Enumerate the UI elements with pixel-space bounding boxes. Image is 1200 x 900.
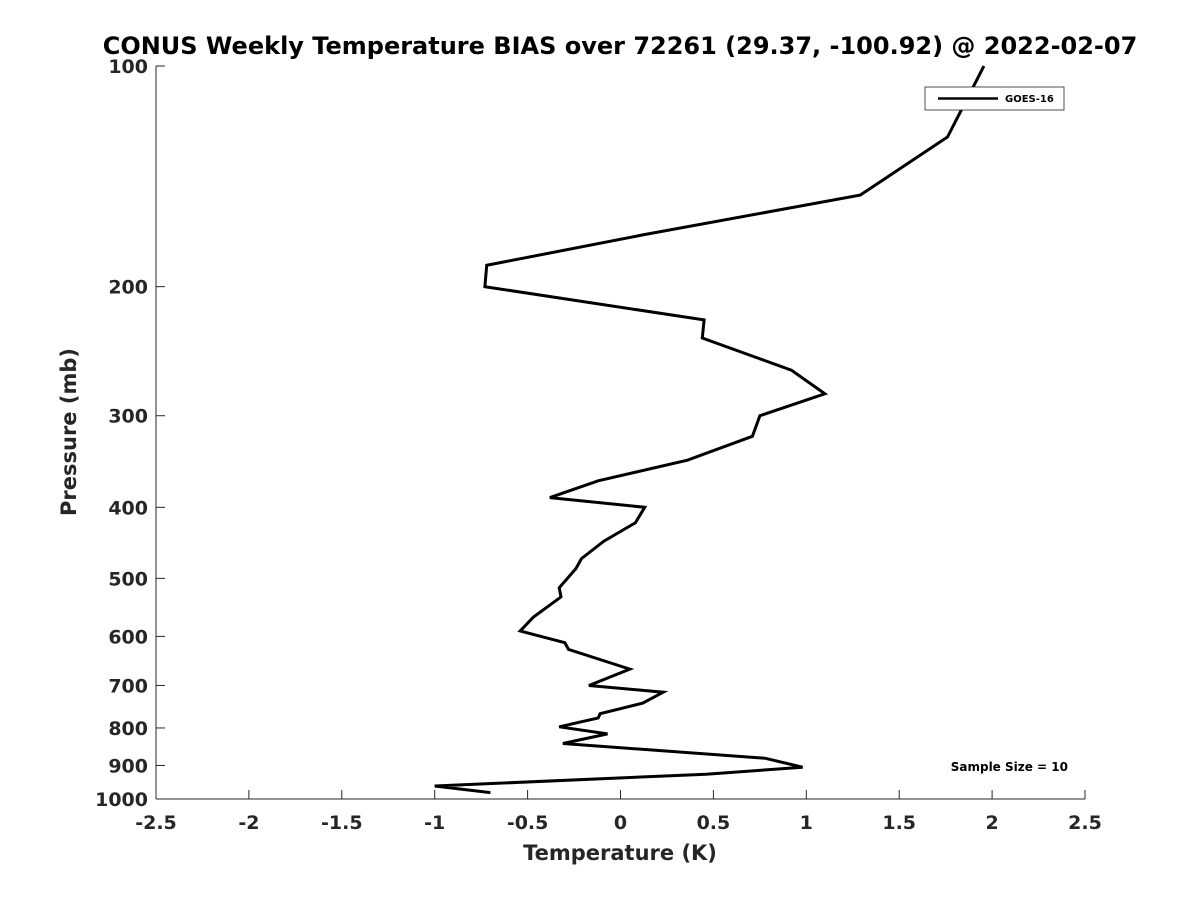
x-axis-label: Temperature (K) xyxy=(523,841,717,865)
y-tick-label: 400 xyxy=(108,497,148,519)
x-tick-label: 1.5 xyxy=(882,812,916,834)
y-tick-label: 200 xyxy=(108,277,148,299)
chart-title: CONUS Weekly Temperature BIAS over 72261… xyxy=(103,32,1138,60)
legend: GOES-16 xyxy=(924,86,1065,111)
x-tick-label: 2 xyxy=(985,812,998,834)
x-tick-label: -2 xyxy=(238,812,259,834)
x-tick-label: -1 xyxy=(424,812,445,834)
x-tick-label: 2.5 xyxy=(1068,812,1102,834)
plot-area xyxy=(156,66,1085,799)
x-tick-label: 0 xyxy=(614,812,627,834)
y-tick-label: 500 xyxy=(108,568,148,590)
y-tick-label: 900 xyxy=(108,755,148,777)
y-tick-label: 600 xyxy=(108,626,148,648)
series-layer xyxy=(434,65,986,795)
y-tick-label: 1000 xyxy=(95,789,148,811)
sample-size-annotation: Sample Size = 10 xyxy=(951,760,1068,774)
x-tick-label: -1.5 xyxy=(321,812,363,834)
x-tick-label: 0.5 xyxy=(697,812,731,834)
y-tick-label: 700 xyxy=(108,675,148,697)
plot-area-background xyxy=(156,66,1085,799)
y-tick-label: 800 xyxy=(108,718,148,740)
x-tick-label: -2.5 xyxy=(135,812,177,834)
y-tick-label: 300 xyxy=(108,406,148,428)
legend-series-label: GOES-16 xyxy=(1005,94,1054,105)
x-ticks: -2.5 -2 -1.5 -1 -0.5 0 0.5 1 1.5 2 2.5 xyxy=(135,790,1102,834)
x-tick-label: 1 xyxy=(800,812,813,834)
y-axis-label: Pressure (mb) xyxy=(57,348,81,516)
x-tick-label: -0.5 xyxy=(507,812,549,834)
y-ticks: 100 200 300 400 500 600 700 800 900 1000 xyxy=(95,56,165,811)
y-tick-label: 100 xyxy=(108,56,148,78)
series-line-goes-16 xyxy=(434,65,986,795)
